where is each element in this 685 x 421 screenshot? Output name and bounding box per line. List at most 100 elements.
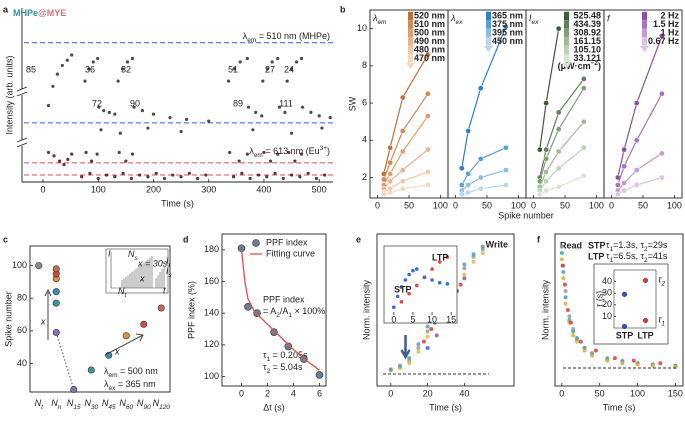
data-point (425, 346, 430, 350)
inset-point (445, 255, 450, 259)
text-part: =1.3s, τ (613, 240, 644, 250)
data-point (238, 60, 242, 64)
text-part: /A (280, 306, 289, 316)
series-line (383, 149, 429, 190)
data-point (245, 56, 249, 61)
series-line (617, 35, 663, 178)
text-part: em (247, 37, 256, 44)
data-point (314, 176, 319, 181)
data-point (293, 159, 297, 163)
legend-label: 2 Hz (660, 10, 679, 20)
data-point (265, 67, 269, 71)
annotation: λex = 365 nm (104, 379, 156, 391)
inset-label: Nt (118, 286, 128, 298)
text-part: = 365 nm (115, 379, 155, 389)
data-point (125, 60, 130, 64)
inset-series-label: τ2 (658, 275, 665, 287)
data-point (118, 131, 122, 135)
data-point (458, 282, 463, 287)
spike-count: 32 (121, 64, 131, 74)
data-point (309, 110, 313, 114)
text-part: s (135, 255, 139, 262)
data-point (555, 109, 562, 116)
data-point (299, 152, 304, 156)
data-point (503, 182, 509, 188)
text-part: t (169, 262, 172, 269)
axis-break-gap (18, 89, 26, 95)
subplot-title: λex (450, 13, 463, 25)
text-part: τ (263, 362, 267, 372)
text-part: λ (249, 146, 254, 156)
text-part: ) (327, 146, 330, 156)
inset-point (395, 294, 400, 299)
data-point (416, 346, 421, 350)
data-point (581, 85, 587, 92)
inset-frame (593, 263, 669, 345)
data-point (621, 187, 627, 194)
y-tick-label: 60 (17, 325, 27, 335)
text-part: 2 (644, 246, 648, 253)
data-point (70, 53, 74, 57)
data-point (270, 328, 278, 336)
data-point (543, 146, 549, 153)
legend-label: 490 nm (414, 36, 445, 46)
legend-swatch (486, 28, 491, 38)
inset-plot-frame (613, 269, 657, 329)
x-tick-label: 2 (265, 388, 270, 398)
data-point (84, 150, 88, 155)
text-part: =41s (648, 251, 668, 261)
data-point (65, 58, 69, 62)
data-point (581, 76, 587, 82)
data-point (228, 150, 232, 155)
y-axis-label: Intensity (arb. units) (4, 55, 14, 134)
data-point (562, 282, 567, 287)
text-part: τ (606, 251, 610, 261)
text-part: 2 (276, 312, 280, 319)
inset-point (642, 317, 649, 324)
y-axis-label: Spike number (3, 291, 13, 347)
plot-frame (376, 233, 515, 387)
x-tick-label: 50 (482, 200, 492, 210)
data-point (52, 288, 60, 296)
data-point (465, 189, 471, 196)
data-point (659, 174, 665, 181)
y-tick-label: 180 (204, 244, 219, 254)
x-tick-label: 100 (630, 388, 645, 398)
data-point (555, 148, 562, 155)
legend-swatch (642, 11, 647, 21)
legend-label: 450 nm (492, 36, 523, 46)
text-part: I (529, 13, 532, 23)
data-point (52, 154, 56, 158)
legend-label: 0.67 Hz (648, 36, 680, 46)
legend-text: τ1=6.5s, τ2=41s (606, 251, 668, 263)
inset-point (414, 267, 419, 271)
arrow (400, 335, 411, 360)
text-part: N (118, 286, 125, 296)
data-point (268, 159, 273, 163)
series-line (383, 184, 428, 195)
text-part: = 510 nm (MHPe) (256, 31, 330, 41)
x-tick-label: 0 (239, 388, 244, 398)
arrow-label: x (114, 346, 120, 356)
inset-y-tick-label: 10 (602, 311, 612, 321)
data-point (130, 56, 135, 61)
legend-label: 395 nm (492, 27, 523, 37)
legend-label: 525.48 (573, 10, 601, 20)
series-line (539, 121, 585, 188)
inset-legend-label: LTP (432, 252, 448, 262)
data-point (536, 191, 543, 198)
data-point (157, 304, 165, 312)
inset-point (392, 305, 396, 310)
x-tick-label: N15 (67, 398, 81, 410)
data-point (387, 189, 393, 196)
data-point (399, 167, 406, 173)
data-point (113, 112, 117, 116)
text-part: ex (109, 385, 117, 392)
plot-frame (554, 233, 684, 387)
text-part: 2 (644, 257, 648, 264)
data-point (559, 244, 564, 249)
x-tick-label: 500 (312, 184, 327, 194)
data-point (97, 105, 101, 109)
inset-point (407, 272, 411, 277)
data-point (635, 362, 640, 367)
